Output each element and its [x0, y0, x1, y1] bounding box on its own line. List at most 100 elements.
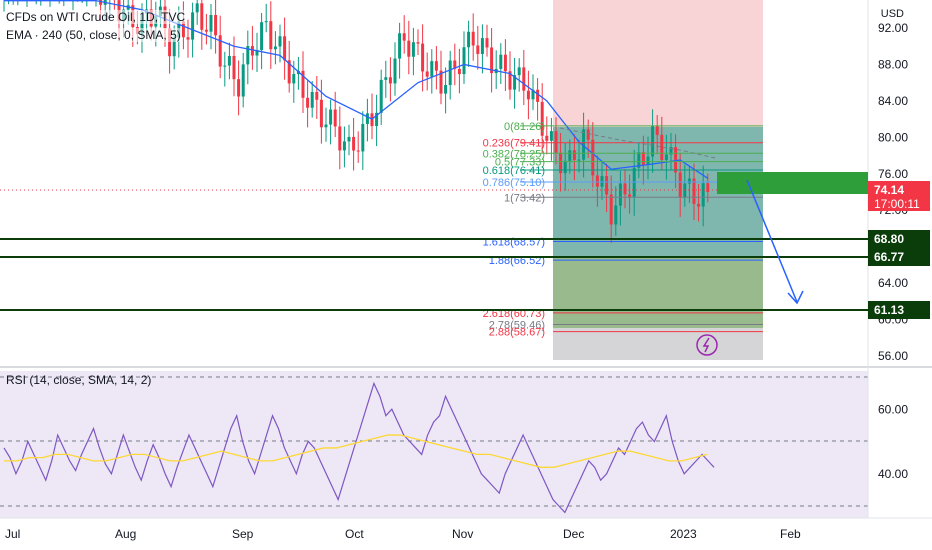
fib-level-label: 0.5(77.33) [495, 157, 545, 169]
candle-body [582, 129, 586, 160]
candle-body [476, 45, 480, 54]
candle-body [628, 194, 632, 197]
flash-icon[interactable] [696, 334, 718, 356]
target-zone-green [553, 258, 763, 328]
currency-label[interactable]: USD [880, 8, 904, 20]
candle-body [365, 113, 369, 124]
time-axis: Jul Aug Sep Oct Nov Dec 2023 Feb [5, 527, 801, 541]
candle-body [384, 77, 388, 80]
candle-body [444, 85, 448, 94]
fib-level-label: 2.88(58.67) [489, 327, 545, 339]
candle-body [329, 109, 333, 125]
indicator-legend[interactable]: EMA · 240 (50, close, 0, SMA, 5) [6, 28, 181, 42]
candle-body [241, 64, 245, 97]
candle-body [554, 131, 558, 153]
candle-body [605, 176, 609, 195]
candle-body [347, 136, 351, 142]
candle-body [306, 97, 310, 108]
candle-body [618, 183, 622, 206]
price-tick-label: 64.00 [878, 276, 908, 290]
rsi-line [3, 381, 715, 514]
candle-body [439, 70, 443, 94]
fib-level-label: 0(81.26) [504, 121, 545, 133]
price-tick-label: 76.00 [878, 167, 908, 181]
candle-body [540, 101, 544, 136]
target-zone-grey [553, 328, 763, 360]
time-tick-label: Dec [563, 527, 584, 541]
candle-body [237, 79, 241, 97]
candle-body [255, 50, 259, 56]
rsi-tick-label: 40.00 [878, 467, 908, 481]
time-tick-label: Nov [452, 527, 473, 541]
candle-body [623, 183, 627, 195]
candle-body [181, 21, 185, 38]
rsi-legend[interactable]: RSI (14, close, SMA, 14, 2) [6, 373, 152, 387]
time-tick-label: 2023 [670, 527, 697, 541]
time-tick-label: Jul [5, 527, 20, 541]
candle-body [559, 152, 563, 174]
price-tick-label: 88.00 [878, 57, 908, 71]
candle-body [651, 125, 655, 157]
fib-level-label: 0.618(76.41) [483, 165, 545, 177]
fib-level-label: 1(73.42) [504, 192, 545, 204]
time-tick-label: Feb [780, 527, 801, 541]
level-label-61-13: 61.13 [868, 301, 930, 319]
projection-dashed-line [559, 127, 716, 159]
candle-body [269, 21, 273, 50]
target-zone-red [553, 0, 763, 127]
candle-body [264, 21, 268, 23]
candle-body [416, 42, 420, 44]
current-price-badge: 74.14 17:00:11 [868, 181, 930, 211]
candle-body [692, 178, 696, 204]
candle-body [600, 176, 604, 187]
candle-body [637, 152, 641, 168]
price-tick-label: 56.00 [878, 349, 908, 363]
candle-body [99, 0, 103, 5]
candle-body [260, 22, 264, 51]
candle-body [393, 58, 397, 84]
candle-body [595, 175, 599, 187]
time-tick-label: Aug [115, 527, 136, 541]
candle-body [660, 134, 664, 161]
price-tick-label: 80.00 [878, 130, 908, 144]
candle-body [292, 74, 296, 84]
level-label-66-77: 66.77 [868, 248, 930, 266]
candle-body [430, 61, 434, 77]
candle-body [706, 183, 710, 192]
candle-body [333, 109, 337, 127]
candle-body [319, 99, 323, 128]
candle-body [485, 38, 489, 48]
candle-body [563, 160, 567, 174]
candle-body [324, 124, 328, 128]
candle-body [549, 131, 553, 141]
candle-body [526, 90, 530, 100]
fib-level-label: 0.382(78.25) [483, 148, 545, 160]
candle-body [425, 71, 429, 77]
target-rectangle[interactable] [717, 172, 868, 194]
forecast-arrow-head [787, 290, 804, 305]
fib-level-label: 0.236(79.41) [483, 138, 545, 150]
candle-body [398, 33, 402, 59]
candle-body [508, 71, 512, 90]
candle-body [338, 126, 342, 151]
forecast-arrow[interactable] [746, 179, 798, 303]
candle-body [204, 29, 208, 32]
candle-body [287, 60, 291, 84]
candle-body [223, 65, 227, 67]
price-tick-label: 84.00 [878, 94, 908, 108]
current-price-value: 74.14 [874, 183, 905, 197]
candle-body [499, 54, 503, 69]
candle-body [641, 152, 645, 165]
candle-body [572, 150, 576, 161]
level-label-68-80: 68.80 [868, 230, 930, 248]
candle-body [513, 75, 517, 90]
candle-body [471, 31, 475, 46]
candle-body [701, 183, 705, 207]
candle-body [669, 147, 673, 155]
candle-body [168, 28, 172, 57]
fibonacci-levels: 0(81.26) 0.236(79.41)0.382(78.25)0.5(77.3… [483, 121, 763, 339]
candle-body [646, 156, 650, 165]
candle-body [687, 178, 691, 184]
candle-body [503, 54, 507, 72]
